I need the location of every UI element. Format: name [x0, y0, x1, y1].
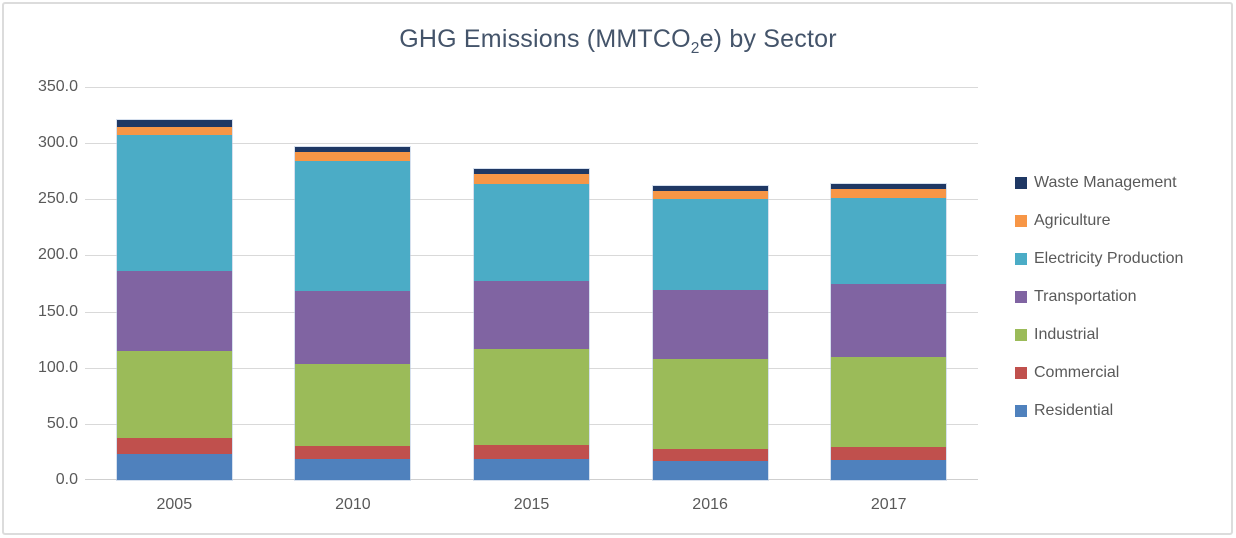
bar-segment-electricity-production: [831, 198, 947, 284]
stacked-bar-2015: [473, 167, 590, 482]
legend-label: Industrial: [1034, 326, 1099, 343]
y-tick-label: 200.0: [37, 246, 78, 264]
legend-label: Commercial: [1034, 364, 1120, 381]
legend-item-agriculture: Agriculture: [1015, 202, 1183, 240]
legend-label: Agriculture: [1034, 212, 1111, 229]
chart-title-suffix: e) by Sector: [699, 25, 837, 53]
legend-label: Electricity Production: [1034, 250, 1184, 267]
legend-swatch-icon: [1015, 405, 1027, 417]
stacked-bar-2010: [294, 145, 412, 482]
bar-segment-commercial: [652, 448, 768, 461]
y-tick-label: 100.0: [37, 358, 78, 376]
y-tick-label: 300.0: [37, 134, 78, 152]
bar-segment-waste-management: [474, 169, 589, 174]
bar-segment-agriculture: [295, 152, 411, 162]
y-tick-label: 0.0: [55, 471, 78, 488]
x-tick-label: 2005: [156, 496, 193, 513]
legend-item-transportation: Transportation: [1015, 278, 1183, 316]
legend-label: Residential: [1034, 402, 1114, 419]
gridline: [85, 143, 978, 145]
legend-item-industrial: Industrial: [1015, 316, 1183, 354]
stacked-bar-2017: [830, 182, 948, 482]
bar-segment-industrial: [116, 350, 232, 439]
y-tick-label: 50.0: [46, 414, 78, 432]
plot-area: [85, 87, 978, 482]
bar-segment-waste-management: [116, 119, 232, 128]
bar-segment-electricity-production: [295, 161, 411, 292]
bar-segment-industrial: [295, 364, 411, 447]
y-tick-label: 150.0: [37, 302, 78, 320]
chart-title: GHG Emissions (MMTCO2e) by Sector: [0, 25, 1236, 58]
bar-segment-transportation: [474, 281, 589, 349]
legend-swatch-icon: [1015, 177, 1027, 189]
bar-segment-transportation: [116, 271, 232, 351]
bar-segment-residential: [831, 459, 947, 480]
legend-item-waste-management: Waste Management: [1015, 164, 1183, 202]
legend-label: Transportation: [1034, 288, 1137, 305]
bar-segment-commercial: [116, 438, 232, 455]
legend-swatch-icon: [1015, 291, 1027, 303]
bar-segment-agriculture: [652, 191, 768, 200]
bar-segment-agriculture: [474, 173, 589, 184]
gridline: [85, 87, 978, 88]
bar-segment-commercial: [831, 447, 947, 460]
bar-segment-industrial: [652, 358, 768, 449]
chart-title-subscript: 2: [690, 40, 700, 57]
legend-swatch-icon: [1015, 329, 1027, 341]
y-tick-label: 350.0: [37, 78, 78, 95]
x-tick-label: 2017: [870, 496, 907, 513]
bar-segment-commercial: [474, 445, 589, 459]
x-tick-label: 2015: [513, 496, 550, 513]
bar-segment-agriculture: [116, 127, 232, 136]
stacked-bar-2005: [115, 118, 233, 482]
bar-segment-waste-management: [295, 146, 411, 153]
legend-item-electricity-production: Electricity Production: [1015, 240, 1183, 278]
legend-item-commercial: Commercial: [1015, 354, 1183, 392]
bar-segment-industrial: [831, 356, 947, 448]
legend-swatch-icon: [1015, 253, 1027, 265]
legend-swatch-icon: [1015, 367, 1027, 379]
bar-segment-residential: [295, 458, 411, 480]
x-tick-label: 2016: [692, 496, 728, 513]
stacked-bar-2016: [651, 184, 769, 482]
bar-segment-electricity-production: [652, 199, 768, 291]
legend-swatch-icon: [1015, 215, 1027, 227]
bar-segment-industrial: [474, 348, 589, 446]
x-tick-label: 2010: [335, 496, 371, 513]
legend: Waste Management Agriculture Electricity P…: [1015, 164, 1183, 430]
bar-segment-residential: [116, 454, 232, 480]
bar-segment-transportation: [831, 283, 947, 357]
bar-segment-waste-management: [652, 185, 768, 192]
y-tick-label: 250.0: [37, 190, 78, 208]
bar-segment-transportation: [295, 291, 411, 365]
bar-segment-electricity-production: [474, 183, 589, 282]
legend-label: Waste Management: [1034, 174, 1177, 191]
bar-segment-transportation: [652, 290, 768, 359]
bar-segment-residential: [474, 458, 589, 480]
legend-item-residential: Residential: [1015, 392, 1183, 430]
bar-segment-commercial: [295, 446, 411, 459]
bar-segment-agriculture: [831, 189, 947, 199]
bar-segment-residential: [652, 460, 768, 480]
bar-segment-electricity-production: [116, 135, 232, 272]
chart-title-prefix: GHG Emissions (MMTCO: [399, 25, 691, 53]
bar-segment-waste-management: [831, 183, 947, 190]
